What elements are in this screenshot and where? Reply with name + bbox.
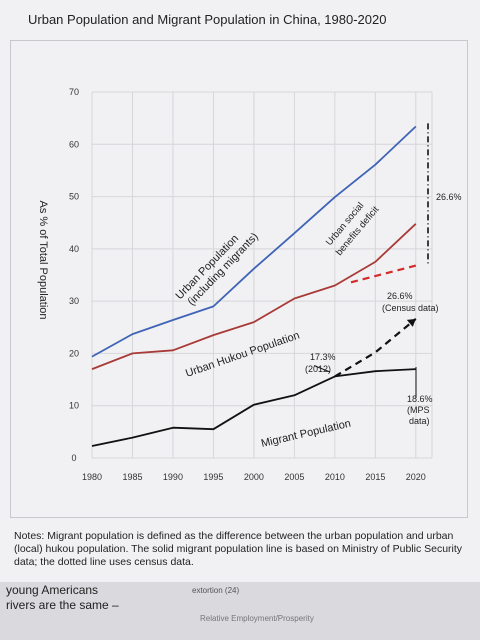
- mps-source-label-2: data): [409, 416, 430, 426]
- census-value-label: 26.6%: [387, 291, 413, 301]
- chart-sheet: Urban Population and Migrant Population …: [0, 0, 480, 598]
- background-text-4: Relative Employment/Prosperity: [200, 614, 314, 623]
- deficit-value-label: 26.6%: [436, 192, 462, 202]
- migrant-population-label: Migrant Population: [260, 418, 352, 450]
- background-text-1: young Americans: [6, 583, 99, 597]
- chart-notes: Notes: Migrant population is defined as …: [14, 530, 463, 568]
- x-tick-label: 1995: [203, 472, 223, 482]
- mps-source-label-1: (MPS: [407, 405, 430, 415]
- x-tick-label: 1980: [82, 472, 102, 482]
- y-tick-label: 20: [69, 348, 79, 358]
- census-source-label: (Census data): [382, 303, 439, 313]
- x-tick-label: 2020: [406, 472, 426, 482]
- mps-value-label: 18.6%: [407, 394, 433, 404]
- x-tick-label: 2015: [365, 472, 385, 482]
- y-tick-label: 60: [69, 139, 79, 149]
- series-line-0: [91, 125, 417, 358]
- background-text-2: rivers are the same –: [6, 598, 119, 612]
- y-tick-label: 30: [69, 296, 79, 306]
- y-tick-label: 70: [69, 87, 79, 97]
- pointer-2012: [313, 365, 331, 373]
- series-line-2: [350, 264, 417, 284]
- census-arrowhead: [406, 318, 416, 327]
- y-tick-label: 50: [69, 192, 79, 202]
- y-axis-title: As % of Total Population: [37, 200, 49, 319]
- year-2012-label: (2012): [305, 364, 331, 374]
- y-tick-label: 0: [71, 453, 76, 463]
- x-tick-label: 2010: [325, 472, 345, 482]
- series-line-1: [91, 223, 417, 370]
- series-line-3: [91, 368, 416, 447]
- series-line-4: [334, 318, 417, 378]
- x-tick-label: 2005: [284, 472, 304, 482]
- value-2012-label: 17.3%: [310, 352, 336, 362]
- y-tick-label: 10: [69, 401, 79, 411]
- x-tick-label: 1990: [163, 472, 183, 482]
- x-tick-label: 1985: [122, 472, 142, 482]
- chart-title: Urban Population and Migrant Population …: [28, 12, 387, 27]
- x-tick-label: 2000: [244, 472, 264, 482]
- background-document-strip: [0, 582, 480, 640]
- plot-frame: [10, 40, 468, 518]
- urban-hukou-label: Urban Hukou Population: [184, 329, 301, 379]
- y-tick-label: 40: [69, 244, 79, 254]
- background-text-3: extortion (24): [192, 586, 240, 595]
- line-chart: 1980 1985 1990 1995 2000 2005 2010 2015 2020 0 10 2…: [37, 87, 462, 482]
